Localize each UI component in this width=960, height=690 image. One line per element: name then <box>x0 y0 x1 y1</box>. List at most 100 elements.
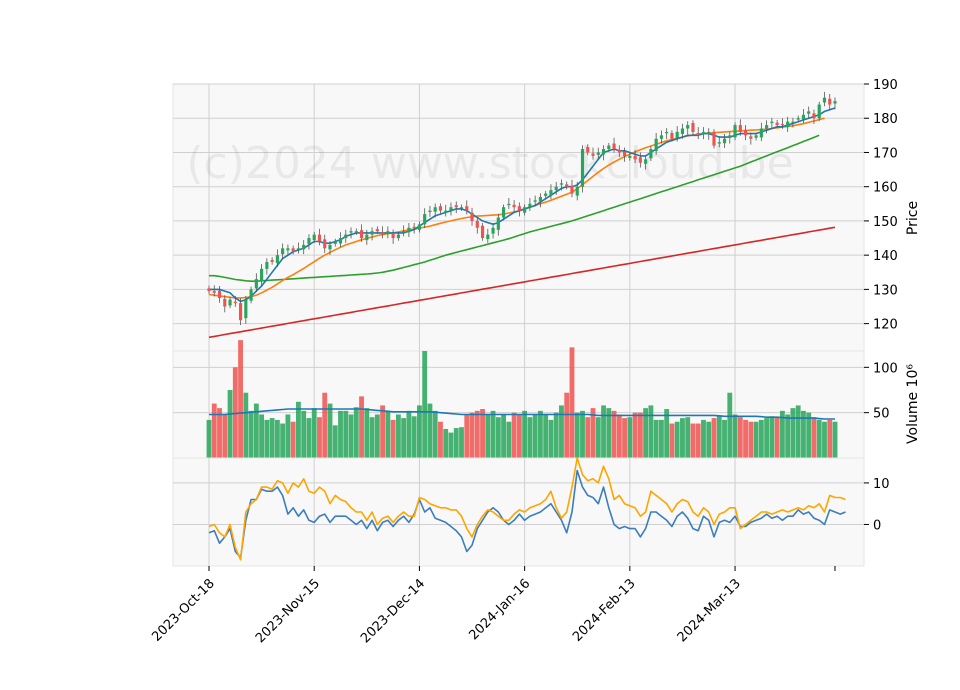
volume-bar <box>559 405 564 458</box>
candle-body <box>423 214 427 225</box>
candle-body <box>675 131 679 138</box>
volume-bar <box>296 401 301 458</box>
candle <box>565 181 569 190</box>
candle-body <box>580 149 585 187</box>
candle-body <box>722 138 727 144</box>
volume-bar <box>448 432 454 458</box>
volume-bar <box>427 403 433 458</box>
candle <box>491 222 495 239</box>
volume-bar <box>280 423 286 458</box>
volume-bar <box>532 414 538 458</box>
candle-body <box>244 299 248 319</box>
price-tick-label: 180 <box>873 112 898 127</box>
volume-axis-ticks: 50 100 <box>864 361 898 422</box>
candle-body <box>517 206 521 211</box>
candle <box>791 117 795 128</box>
candle-body <box>454 205 458 208</box>
candle <box>317 228 322 246</box>
candle-body <box>323 239 327 249</box>
candle <box>238 298 243 325</box>
candle <box>796 115 800 123</box>
candle <box>612 137 616 153</box>
volume-bar <box>332 425 338 458</box>
volume-bar <box>359 396 364 458</box>
watermark: (c)2024 www.stockcloud.be <box>186 138 793 189</box>
volume-bar <box>364 408 370 458</box>
candle-body <box>507 203 511 206</box>
volume-bar <box>779 410 785 458</box>
candle-body <box>307 238 311 244</box>
volume-bar <box>727 392 733 458</box>
volume-bar <box>616 414 622 458</box>
candle-body <box>381 232 385 235</box>
candle-body <box>617 150 621 153</box>
volume-bar <box>548 419 554 458</box>
candle-body <box>265 262 269 269</box>
candle <box>559 179 564 191</box>
indicator-axis-ticks: 0 10 <box>864 477 890 533</box>
candle <box>517 202 521 217</box>
candle-body <box>502 207 506 218</box>
volume-bar <box>674 421 680 458</box>
volume-bar <box>369 417 375 458</box>
candle-body <box>523 207 527 213</box>
indicator-panel: 0 10 <box>172 457 890 567</box>
volume-bar <box>343 410 349 458</box>
price-axis-ticks: 120 130 140 150 160 170 180 190 <box>864 78 898 333</box>
candle <box>701 127 706 140</box>
candle-body <box>712 131 716 146</box>
candle <box>743 125 748 141</box>
candle <box>459 204 464 211</box>
candle-body <box>780 124 784 126</box>
candle-body <box>402 231 406 233</box>
volume-bar <box>501 414 507 458</box>
candle-body <box>670 132 674 139</box>
volume-bars <box>206 340 838 458</box>
volume-bar <box>432 410 438 458</box>
volume-bar <box>285 414 291 458</box>
volume-bar <box>722 419 727 458</box>
candle <box>754 132 758 141</box>
volume-bar <box>380 405 386 458</box>
price-tick-label: 170 <box>873 146 898 161</box>
candle-body <box>743 129 748 136</box>
candle <box>312 231 316 243</box>
candle-body <box>328 244 332 250</box>
candle <box>359 224 364 242</box>
volume-bar <box>574 412 580 458</box>
candle <box>502 204 506 221</box>
volume-tick-label: 100 <box>873 361 898 376</box>
volume-bar <box>806 412 812 458</box>
candle <box>365 229 369 245</box>
candle <box>628 153 632 161</box>
candle-body <box>333 241 337 244</box>
ma-200-line <box>208 226 836 339</box>
candle <box>375 226 379 234</box>
candle <box>265 258 269 275</box>
candle-body <box>359 230 364 239</box>
candle <box>349 227 353 239</box>
candle <box>686 121 690 135</box>
candle-body <box>570 185 574 194</box>
candle <box>217 285 222 303</box>
candle <box>528 197 532 211</box>
candle-body <box>717 142 721 144</box>
x-axis: 2023-Oct-18 2023-Nov-15 2023-Dec-14 2024-Ja… <box>149 566 836 646</box>
x-tick-label: 2024-Feb-13 <box>570 576 639 645</box>
x-tick-label: 2023-Dec-14 <box>358 576 428 646</box>
volume-bar <box>395 414 401 458</box>
volume-bar <box>716 416 722 458</box>
candle-body <box>765 125 769 129</box>
volume-bar <box>222 414 228 458</box>
x-tick-label: 2024-Mar-13 <box>675 576 744 645</box>
volume-bar <box>527 417 533 458</box>
volume-bar <box>601 405 606 458</box>
volume-tick-label: 50 <box>873 407 890 422</box>
candle <box>328 241 332 256</box>
volume-bar <box>690 423 696 458</box>
price-tick-label: 190 <box>873 78 898 93</box>
indicator-tick-label: 0 <box>873 518 881 533</box>
volume-bar <box>306 418 312 458</box>
candle <box>296 242 301 254</box>
candle <box>775 119 779 128</box>
